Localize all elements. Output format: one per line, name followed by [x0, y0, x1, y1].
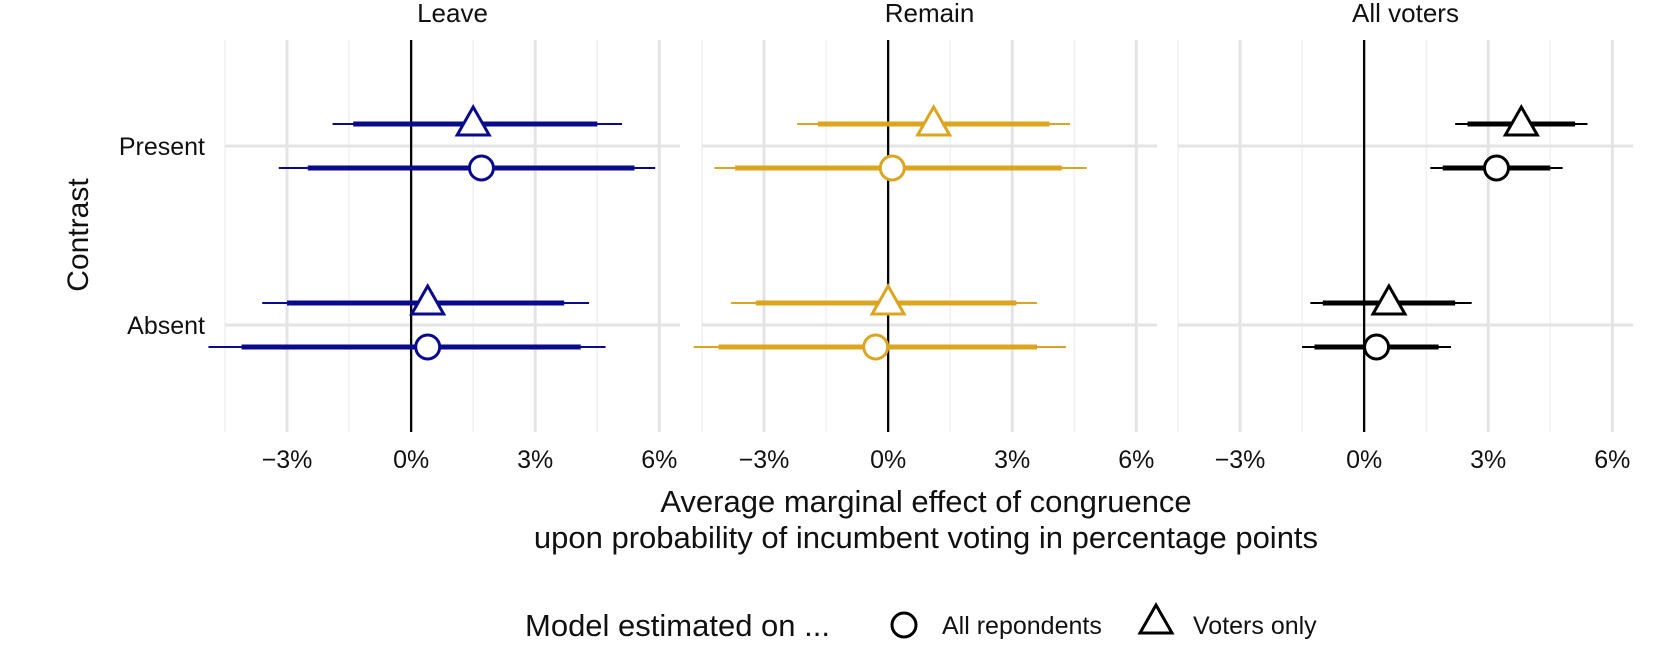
- estimate-circle-marker: [1363, 333, 1391, 361]
- x-tick-label: 3%: [994, 446, 1030, 474]
- x-tick-label: 6%: [1118, 446, 1154, 474]
- x-tick-label: 6%: [1594, 446, 1630, 474]
- estimate-triangle-marker: [915, 103, 953, 137]
- x-tick-label: 0%: [1346, 446, 1382, 474]
- y-category-label-absent: Absent: [127, 312, 205, 340]
- legend-triangle-marker: [1137, 601, 1175, 635]
- x-tick-label: −3%: [1215, 446, 1266, 474]
- x-tick-label: −3%: [739, 446, 790, 474]
- panel-remain: Remain −3% 0% 3% 6%: [693, 0, 1157, 474]
- y-axis-title: Contrast: [62, 178, 95, 292]
- legend-label-all-respondents: All repondents: [942, 612, 1102, 640]
- x-axis-title-line-2: upon probability of incumbent voting in …: [534, 520, 1318, 555]
- estimate-triangle-marker: [1370, 282, 1408, 316]
- facet-title-all-voters: All voters: [1352, 0, 1459, 28]
- x-tick-label: 6%: [641, 446, 677, 474]
- estimate-circle-marker: [1483, 154, 1510, 182]
- panel-leave: Leave −3% 0% 3% 6%: [208, 0, 680, 474]
- x-tick-label: 3%: [1470, 446, 1506, 474]
- x-axis-title-line-1: Average marginal effect of congruence: [660, 484, 1191, 519]
- estimate-circle-marker: [414, 333, 442, 361]
- estimate-triangle-marker: [409, 282, 447, 316]
- estimate-circle-marker: [878, 154, 906, 182]
- estimate-circle-marker: [862, 333, 890, 361]
- legend-circle-marker: [890, 611, 918, 639]
- estimate-circle-marker: [467, 154, 495, 182]
- estimate-triangle-marker: [454, 103, 492, 137]
- facet-title-remain: Remain: [885, 0, 975, 28]
- x-tick-label: 0%: [393, 446, 429, 474]
- x-tick-label: 3%: [517, 446, 553, 474]
- panel-all-voters: All voters −3% 0% 3% 6%: [1177, 0, 1633, 474]
- x-tick-label: −3%: [262, 446, 313, 474]
- facet-title-leave: Leave: [417, 0, 488, 28]
- legend: Model estimated on ... All repondents Vo…: [525, 601, 1317, 643]
- legend-label-voters-only: Voters only: [1193, 612, 1317, 640]
- estimate-triangle-marker: [869, 282, 907, 316]
- estimate-triangle-marker: [1502, 103, 1540, 137]
- x-tick-label: 0%: [870, 446, 906, 474]
- legend-title: Model estimated on ...: [525, 608, 830, 643]
- y-category-label-present: Present: [119, 133, 205, 161]
